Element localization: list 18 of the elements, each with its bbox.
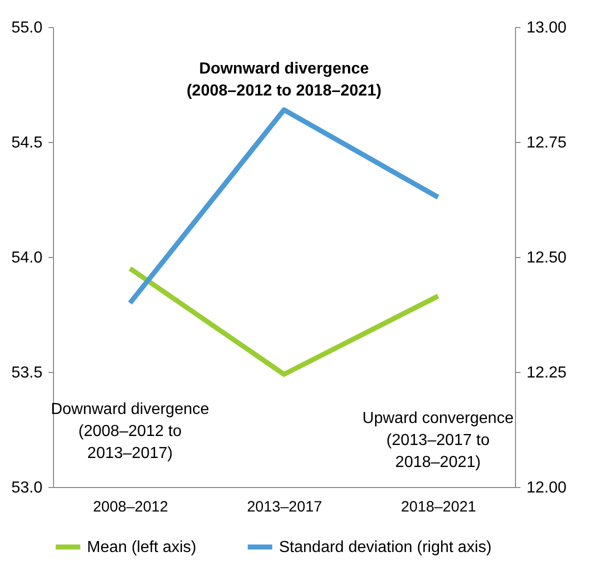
- y-tick-label: 53.5: [11, 364, 43, 382]
- legend-label: Standard deviation (right axis): [279, 539, 492, 556]
- x-tick-label: 2013–2017: [246, 498, 322, 516]
- annotation: Upward convergence (2013–2017 to 2018–2021): [362, 410, 514, 471]
- legend-label: Mean (left axis): [87, 539, 196, 556]
- y-tick-label: 54.0: [11, 250, 43, 266]
- annotation: Downward divergence (2008–2012 to 2018–2021): [186, 60, 382, 100]
- y-tick-label: 54.5: [11, 134, 43, 152]
- y2-tick-label: 12.50: [526, 250, 567, 266]
- y2-tick-label: 12.75: [526, 134, 567, 152]
- annotation: Downward divergence (2008–2012 to 2013–2017): [50, 400, 210, 462]
- y-tick-label: 53.0: [11, 480, 43, 496]
- y-tick-label: 55.0: [11, 20, 43, 36]
- x-tick-label: 2008–2012: [92, 498, 168, 516]
- y2-tick-label: 13.00: [526, 20, 567, 36]
- y2-tick-label: 12.25: [526, 364, 567, 382]
- y2-tick-label: 12.00: [526, 480, 567, 496]
- x-tick-label: 2018–2021: [400, 498, 476, 516]
